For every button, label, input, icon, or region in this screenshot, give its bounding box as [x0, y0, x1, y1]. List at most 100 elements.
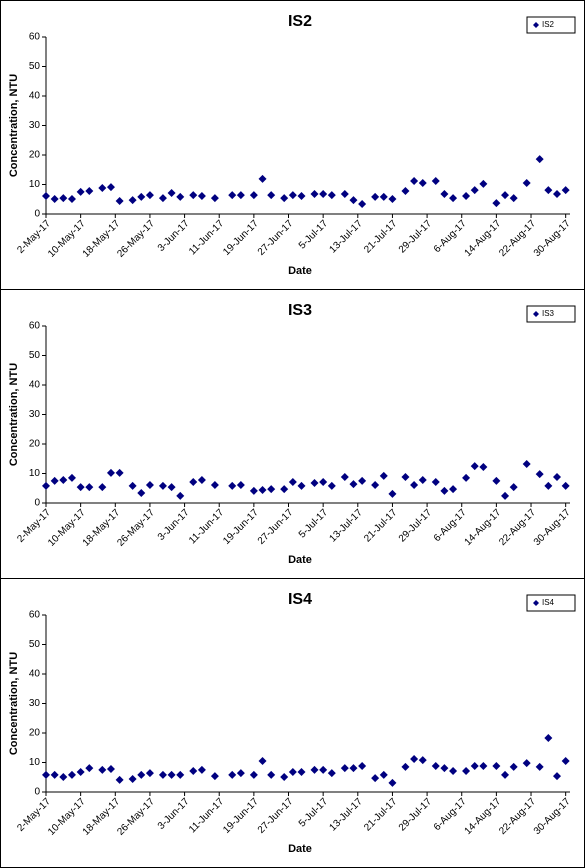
data-point — [310, 765, 319, 774]
data-point — [462, 192, 471, 201]
data-point — [470, 462, 479, 471]
x-tick-label: 19-Jun-17 — [221, 507, 261, 547]
data-point — [189, 767, 198, 776]
y-tick-label: 30 — [29, 120, 41, 131]
data-point — [327, 481, 336, 490]
data-point — [340, 764, 349, 773]
x-tick-label: 3-Jun-17 — [156, 507, 192, 543]
data-point — [228, 191, 237, 200]
data-point — [553, 772, 562, 781]
data-point — [310, 478, 319, 487]
data-point — [379, 471, 388, 480]
data-point — [85, 186, 94, 195]
y-tick-label: 0 — [34, 209, 40, 220]
data-point — [288, 191, 297, 200]
data-point — [535, 155, 544, 164]
data-point — [158, 194, 167, 203]
x-tick-label: 19-Jun-17 — [221, 218, 261, 258]
data-point — [544, 734, 553, 743]
data-point — [197, 765, 206, 774]
y-axis-label: Concentration, NTU — [8, 74, 20, 177]
y-tick-label: 10 — [29, 468, 41, 479]
data-point — [501, 770, 510, 779]
y-axis-label: Concentration, NTU — [8, 652, 20, 755]
data-point — [197, 475, 206, 484]
data-point — [358, 762, 367, 771]
data-point — [479, 463, 488, 472]
data-point — [267, 191, 276, 200]
legend-marker — [533, 22, 539, 28]
x-axis-label: Date — [288, 843, 312, 855]
data-point — [449, 194, 458, 203]
data-point — [189, 478, 198, 487]
data-point — [553, 473, 562, 482]
data-point — [371, 774, 380, 783]
data-point — [42, 481, 50, 490]
data-point — [258, 757, 267, 766]
data-point — [137, 192, 146, 201]
y-tick-label: 60 — [29, 321, 41, 332]
data-point — [167, 483, 176, 492]
data-point — [410, 176, 419, 185]
y-tick-label: 10 — [29, 757, 41, 768]
data-point — [67, 473, 76, 482]
data-point — [158, 481, 167, 490]
x-tick-label: 5-Jul-17 — [297, 507, 331, 541]
data-point — [379, 770, 388, 779]
chart-title: IS4 — [288, 591, 312, 608]
x-tick-label: 29-Jul-17 — [397, 796, 435, 834]
data-point — [462, 767, 471, 776]
x-axis-label: Date — [288, 554, 312, 566]
y-tick-label: 40 — [29, 91, 41, 102]
data-point — [59, 194, 68, 203]
data-point — [267, 485, 276, 494]
x-tick-label: 27-Jun-17 — [256, 796, 296, 836]
x-tick-label: 26-May-17 — [115, 796, 157, 838]
data-point — [106, 183, 115, 192]
x-tick-label: 30-Aug-17 — [532, 507, 573, 548]
x-tick-label: 19-Jun-17 — [221, 796, 261, 836]
data-point — [50, 476, 59, 485]
data-point — [176, 491, 185, 500]
x-tick-label: 26-May-17 — [115, 218, 157, 260]
data-point — [492, 762, 501, 771]
chart-title: IS2 — [288, 13, 312, 30]
data-point — [50, 194, 59, 203]
data-point — [358, 476, 367, 485]
data-point — [258, 486, 267, 495]
data-point — [470, 762, 479, 771]
data-point — [544, 186, 553, 195]
x-axis-label: Date — [288, 265, 312, 277]
data-point — [492, 476, 501, 485]
data-point — [388, 778, 397, 787]
y-tick-label: 0 — [34, 787, 40, 798]
data-point — [349, 480, 358, 489]
legend-box — [526, 594, 576, 612]
data-point — [210, 772, 219, 781]
x-tick-label: 5-Jul-17 — [297, 796, 331, 830]
x-tick-label: 13-Jul-17 — [328, 796, 366, 834]
x-tick-label: 11-Jun-17 — [187, 507, 226, 546]
data-point — [479, 762, 488, 771]
legend-marker — [533, 311, 539, 317]
data-point — [327, 191, 336, 200]
data-point — [145, 191, 154, 200]
data-point — [297, 481, 306, 490]
x-tick-label: 27-Jun-17 — [256, 507, 296, 547]
data-point — [115, 197, 124, 206]
data-point — [401, 186, 410, 195]
data-point — [176, 770, 185, 779]
data-point — [449, 767, 458, 776]
data-point — [379, 192, 388, 201]
data-point — [50, 770, 59, 779]
legend-box — [526, 16, 576, 34]
data-point — [319, 478, 328, 487]
data-point — [42, 770, 50, 779]
y-tick-label: 40 — [29, 669, 41, 680]
y-tick-label: 30 — [29, 409, 41, 420]
y-tick-label: 10 — [29, 179, 41, 190]
data-point — [210, 481, 219, 490]
data-point — [115, 468, 124, 477]
data-point — [128, 775, 137, 784]
